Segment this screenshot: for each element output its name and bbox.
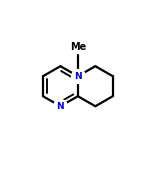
Text: N: N	[74, 72, 82, 81]
Text: N: N	[57, 102, 64, 111]
Text: Me: Me	[70, 42, 86, 52]
